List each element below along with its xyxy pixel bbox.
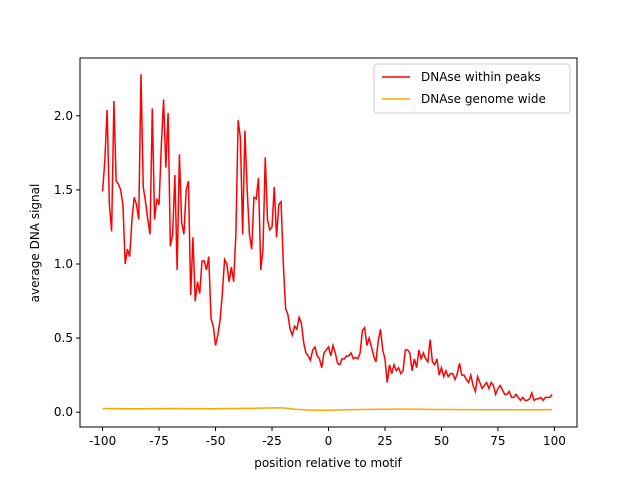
x-tick-label: -50 bbox=[206, 434, 226, 448]
legend-label: DNAse genome wide bbox=[421, 92, 546, 106]
data-line bbox=[101, 74, 553, 402]
y-tick-label: 1.0 bbox=[54, 257, 73, 271]
x-tick-label: -75 bbox=[149, 434, 169, 448]
x-tick-label: -100 bbox=[89, 434, 116, 448]
legend-label: DNAse within peaks bbox=[421, 70, 541, 84]
x-axis-label: position relative to motif bbox=[254, 456, 402, 470]
x-tick-label: 0 bbox=[325, 434, 333, 448]
y-axis-label: average DNA signal bbox=[28, 184, 42, 303]
y-tick-label: 0.0 bbox=[54, 405, 73, 419]
y-tick-label: 0.5 bbox=[54, 331, 73, 345]
x-tick-label: 25 bbox=[377, 434, 392, 448]
x-tick-label: 50 bbox=[434, 434, 449, 448]
data-line bbox=[102, 407, 553, 411]
x-tick-label: 100 bbox=[543, 434, 566, 448]
legend-box bbox=[373, 63, 571, 114]
x-tick-label: 75 bbox=[490, 434, 505, 448]
y-tick-label: 2.0 bbox=[54, 109, 73, 123]
y-tick-label: 1.5 bbox=[54, 183, 73, 197]
x-tick-label: -25 bbox=[262, 434, 282, 448]
